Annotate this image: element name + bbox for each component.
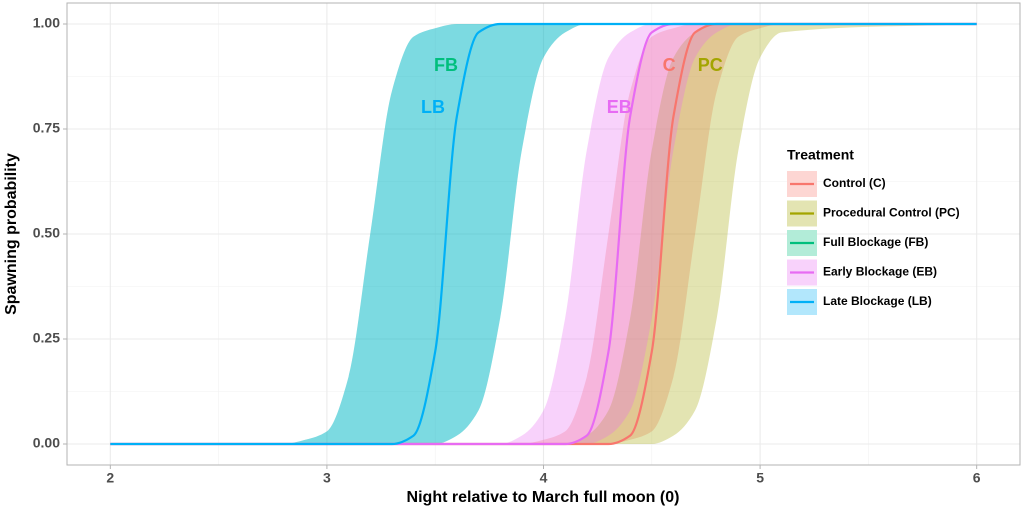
legend-label: Early Blockage (EB) [823,265,937,279]
x-tick-label: 4 [540,470,548,486]
y-tick-label: 0.50 [33,225,60,241]
y-tick-label: 0.00 [33,435,60,451]
y-tick-label: 0.25 [33,330,60,346]
x-tick-label: 2 [106,470,114,486]
probability-line [110,22,977,446]
x-tick-label: 6 [973,470,981,486]
x-tick-label: 5 [756,470,764,486]
axes: 0.00 0.25 0.50 0.75 1.00 2 3 4 5 6 [33,15,981,486]
curve-label: PC [698,55,723,75]
curve-label: C [663,55,676,75]
y-tick-label: 1.00 [33,15,60,31]
y-axis-title: Spawning probability [3,153,20,315]
plot-area: FB LB EB C PC [110,22,977,446]
legend-label: Control (C) [823,176,886,190]
curve-label: EB [607,97,632,117]
curve-label: FB [434,55,458,75]
y-tick-label: 0.75 [33,120,60,136]
x-tick-label: 3 [323,470,331,486]
legend-label: Full Blockage (FB) [823,235,928,249]
curve-label: LB [421,97,445,117]
legend-title: Treatment [787,147,854,163]
legend-label: Procedural Control (PC) [823,206,960,220]
legend-label: Late Blockage (LB) [823,294,932,308]
x-axis-title: Night relative to March full moon (0) [407,489,680,506]
legend: Treatment Control (C) Procedural Control (… [787,147,960,315]
